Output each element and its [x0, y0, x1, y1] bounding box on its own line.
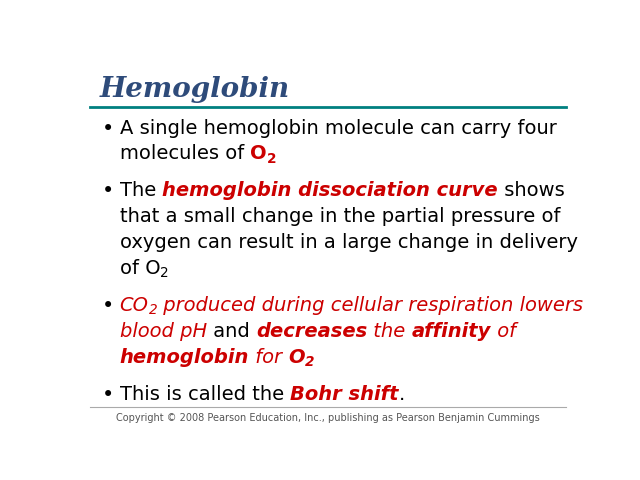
Text: Hemoglobin: Hemoglobin [100, 76, 290, 103]
Text: 2: 2 [305, 355, 314, 369]
Text: the: the [367, 322, 412, 341]
Text: .: . [399, 384, 405, 404]
Text: CO: CO [120, 296, 148, 315]
Text: of: of [491, 322, 516, 341]
Text: 2: 2 [160, 266, 169, 280]
Text: molecules of: molecules of [120, 144, 250, 164]
Text: hemoglobin: hemoglobin [120, 348, 249, 367]
Text: •: • [102, 296, 115, 316]
Text: 2: 2 [148, 303, 157, 317]
Text: 2: 2 [267, 152, 276, 166]
Text: affinity: affinity [412, 322, 491, 341]
Text: for: for [249, 348, 288, 367]
Text: A single hemoglobin molecule can carry four: A single hemoglobin molecule can carry f… [120, 119, 557, 138]
Text: produced during cellular respiration lowers: produced during cellular respiration low… [157, 296, 583, 315]
Text: hemoglobin dissociation curve: hemoglobin dissociation curve [162, 181, 498, 201]
Text: that a small change in the partial pressure of: that a small change in the partial press… [120, 207, 560, 226]
Text: Bohr shift: Bohr shift [290, 384, 399, 404]
Text: blood pH: blood pH [120, 322, 207, 341]
Text: O: O [250, 144, 267, 164]
Text: •: • [102, 384, 115, 405]
Text: and: and [207, 322, 256, 341]
Text: decreases: decreases [256, 322, 367, 341]
Text: of O: of O [120, 259, 160, 278]
Text: The: The [120, 181, 162, 201]
Text: •: • [102, 181, 115, 202]
Text: oxygen can result in a large change in delivery: oxygen can result in a large change in d… [120, 233, 578, 252]
Text: shows: shows [498, 181, 564, 201]
Text: O: O [288, 348, 305, 367]
Text: •: • [102, 119, 115, 139]
Text: Copyright © 2008 Pearson Education, Inc., publishing as Pearson Benjamin Cumming: Copyright © 2008 Pearson Education, Inc.… [116, 413, 540, 423]
Text: This is called the: This is called the [120, 384, 290, 404]
